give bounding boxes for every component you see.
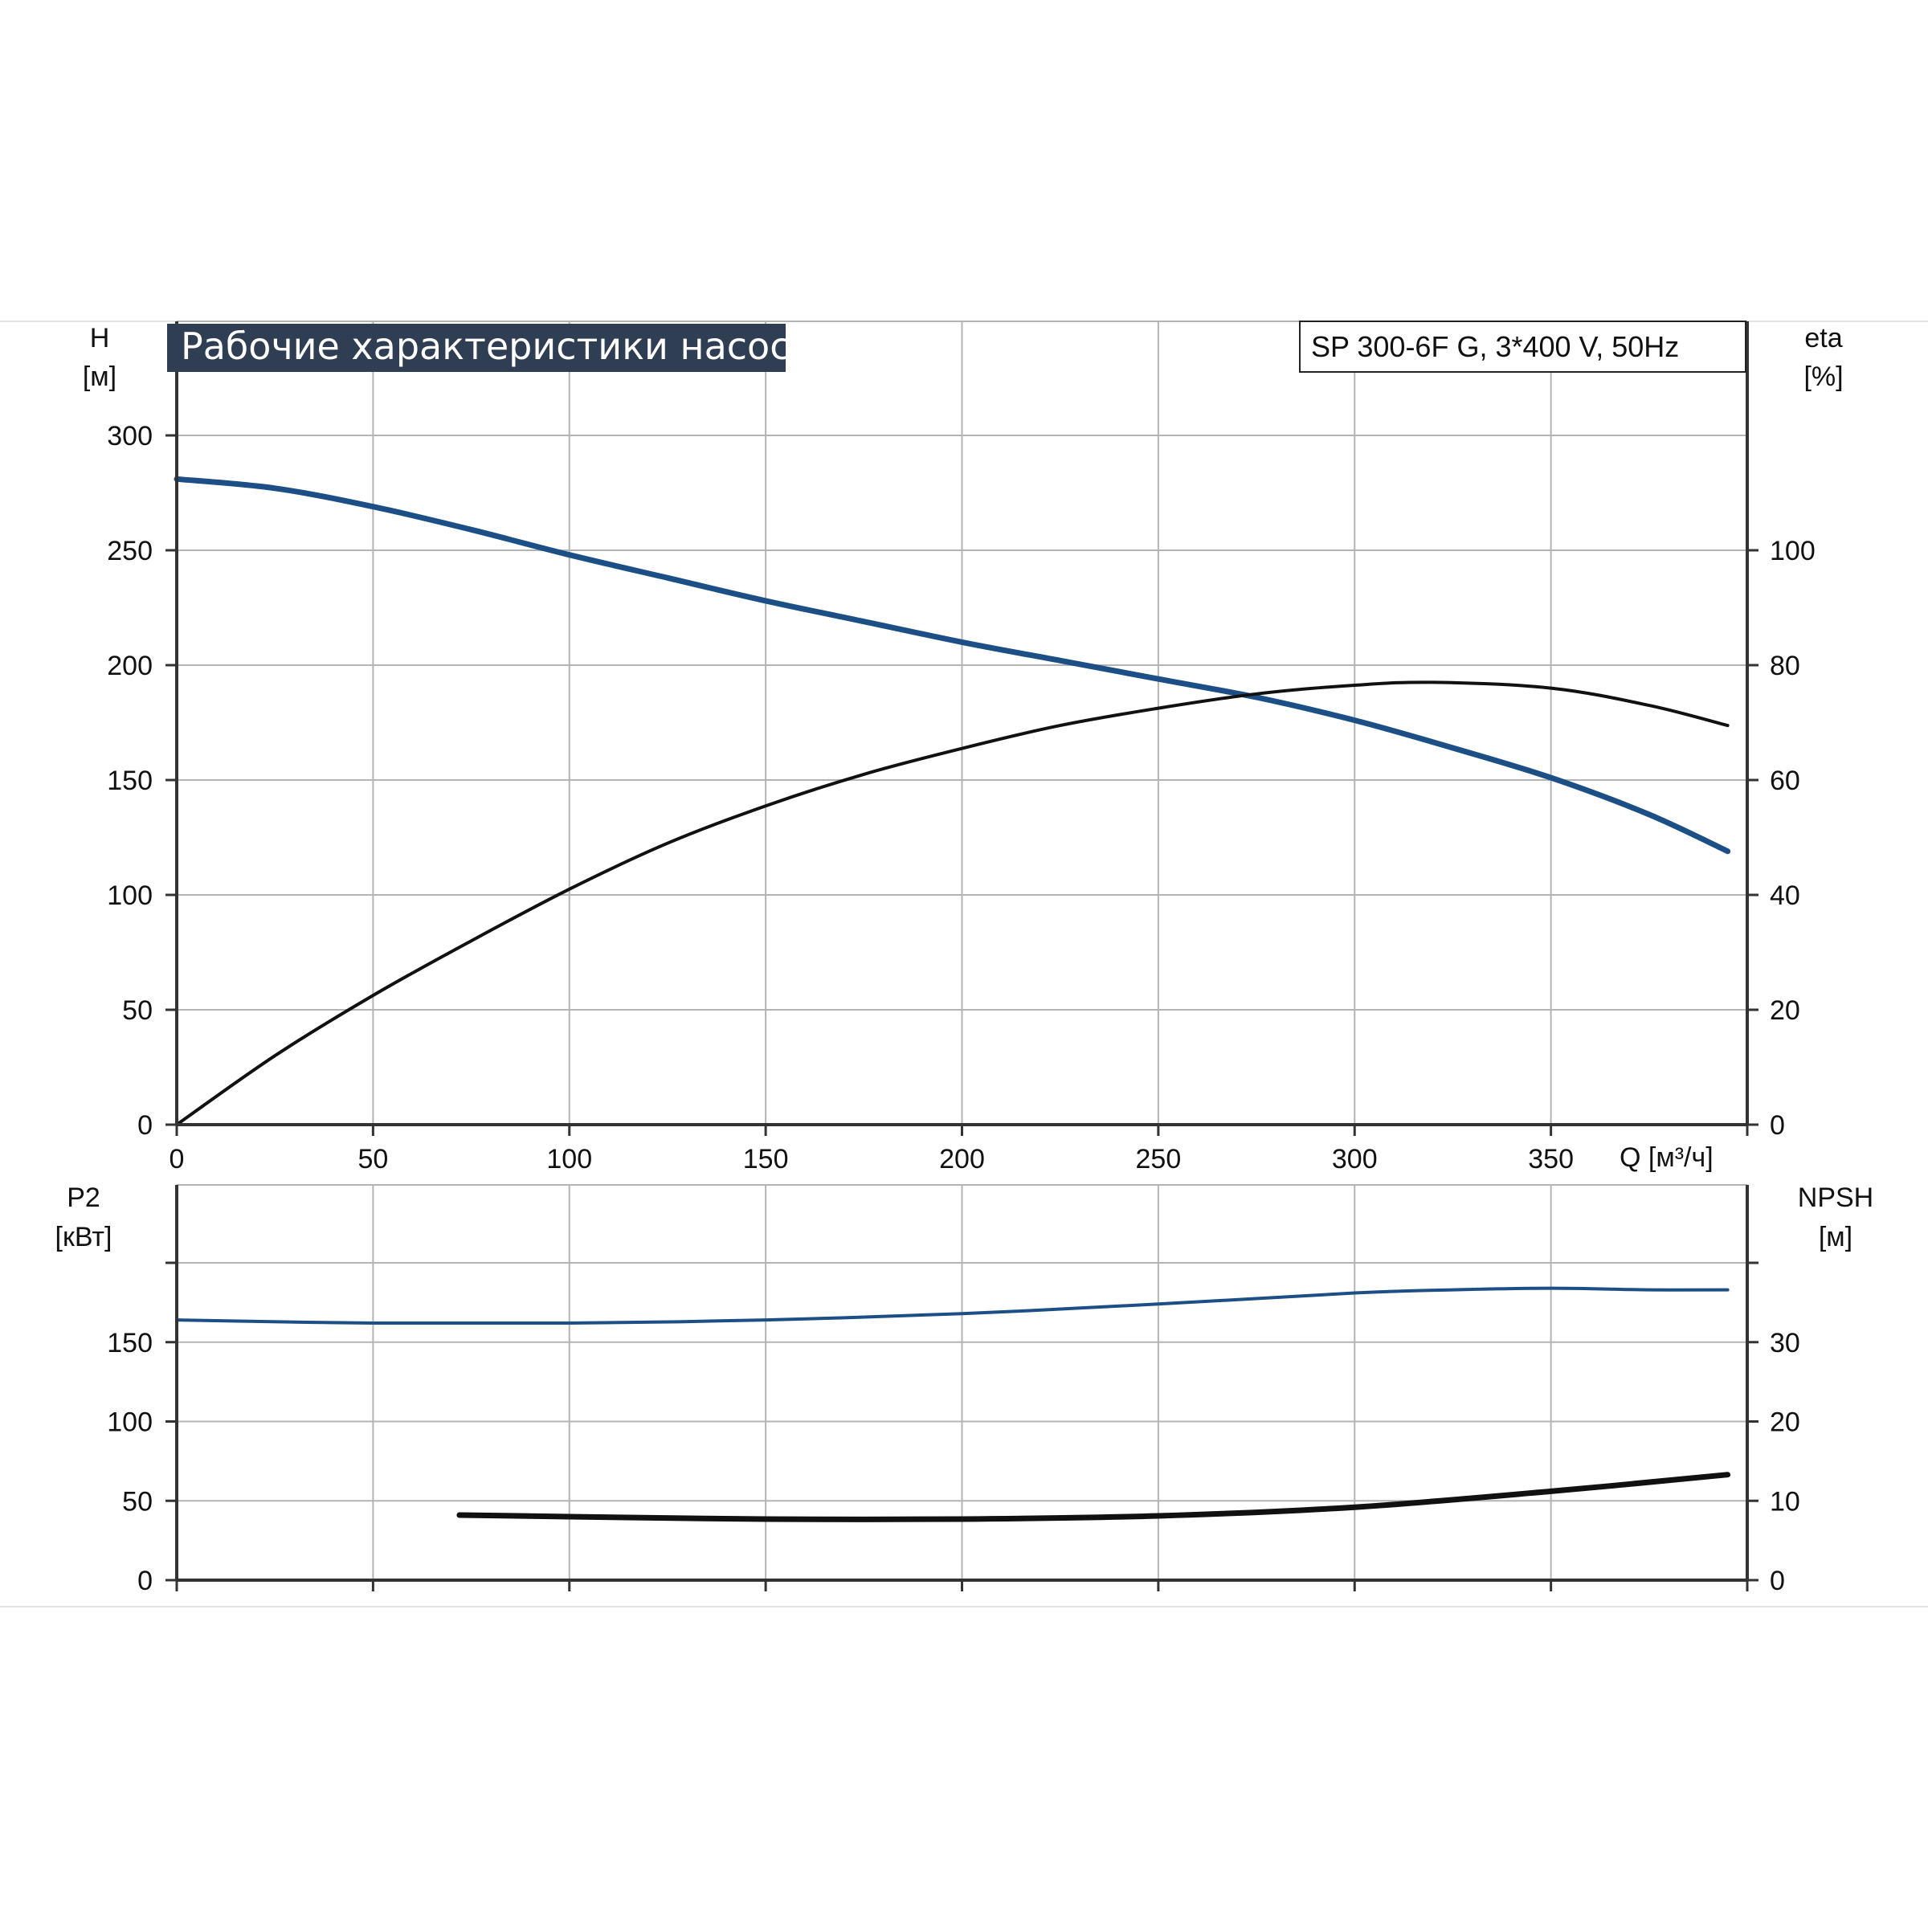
lower-left-tick-label: 50 <box>122 1486 153 1517</box>
lower-right-tick-label: 10 <box>1770 1486 1800 1517</box>
lower-right-tick-label: 0 <box>1770 1566 1785 1596</box>
x-tick-label: 350 <box>1528 1144 1574 1174</box>
upper-right-tick-label: 20 <box>1770 995 1800 1026</box>
upper-series-right-line <box>175 680 1730 1126</box>
lower-left-tick-label: 0 <box>137 1566 153 1596</box>
upper-right-tick-label: 0 <box>1770 1110 1785 1141</box>
x-tick-label: 0 <box>170 1144 185 1174</box>
y-left-unit-upper: [м] <box>83 361 116 392</box>
x-tick-label: 150 <box>743 1144 789 1174</box>
upper-series-left-line <box>174 476 1731 855</box>
x-tick-label: 100 <box>546 1144 592 1174</box>
x-tick-label: 50 <box>357 1144 388 1174</box>
lower-series-left-line <box>175 1286 1730 1325</box>
lower-left-tick-label: 150 <box>107 1328 153 1358</box>
lower-series <box>175 1286 1731 1522</box>
y-left-unit-lower: [кВт] <box>55 1222 112 1252</box>
chart-title: Рабочие характеристики насоса <box>181 325 813 368</box>
y-left-label-upper: H <box>90 323 110 353</box>
x-tick-label: 300 <box>1332 1144 1378 1174</box>
lower-axes <box>165 1185 1758 1591</box>
upper-grid <box>177 321 1748 1125</box>
lower-series-right-line <box>456 1472 1731 1522</box>
title-box <box>167 324 786 372</box>
upper-right-tick-label: 100 <box>1770 536 1816 566</box>
y-right-label-upper: eta <box>1804 323 1842 353</box>
x-tick-label: 250 <box>1136 1144 1182 1174</box>
x-tick-label: 200 <box>939 1144 985 1174</box>
y-right-label-lower: NPSH <box>1798 1182 1873 1213</box>
x-axis-label: Q [м³/ч] <box>1620 1142 1714 1173</box>
upper-series <box>174 476 1731 1126</box>
upper-axes <box>165 321 1758 1136</box>
upper-left-tick-label: 300 <box>107 421 153 451</box>
upper-right-tick-label: 60 <box>1770 766 1800 796</box>
upper-left-tick-label: 150 <box>107 766 153 796</box>
y-right-unit-lower: [м] <box>1819 1222 1852 1252</box>
upper-left-tick-label: 100 <box>107 880 153 911</box>
lower-right-tick-label: 30 <box>1770 1328 1800 1358</box>
upper-left-tick-label: 250 <box>107 536 153 566</box>
upper-left-tick-label: 0 <box>137 1110 153 1141</box>
y-right-unit-upper: [%] <box>1803 361 1843 392</box>
model-label-box <box>1299 321 1746 373</box>
upper-tick-labels: 0 50 100 150 200 250 300 0 20 40 60 80 100 0 50 100 150 2… <box>107 421 1815 1174</box>
lower-tick-labels: 0 50 100 150 0 10 20 30 <box>107 1328 1800 1596</box>
upper-right-tick-label: 40 <box>1770 880 1800 911</box>
upper-left-tick-label: 50 <box>122 995 153 1026</box>
upper-left-tick-label: 200 <box>107 651 153 681</box>
upper-right-tick-label: 80 <box>1770 651 1800 681</box>
lower-left-tick-label: 100 <box>107 1407 153 1438</box>
lower-right-tick-label: 20 <box>1770 1407 1800 1438</box>
model-label: SP 300-6F G, 3*400 V, 50Hz <box>1311 330 1679 363</box>
y-left-label-lower: P2 <box>67 1182 100 1213</box>
